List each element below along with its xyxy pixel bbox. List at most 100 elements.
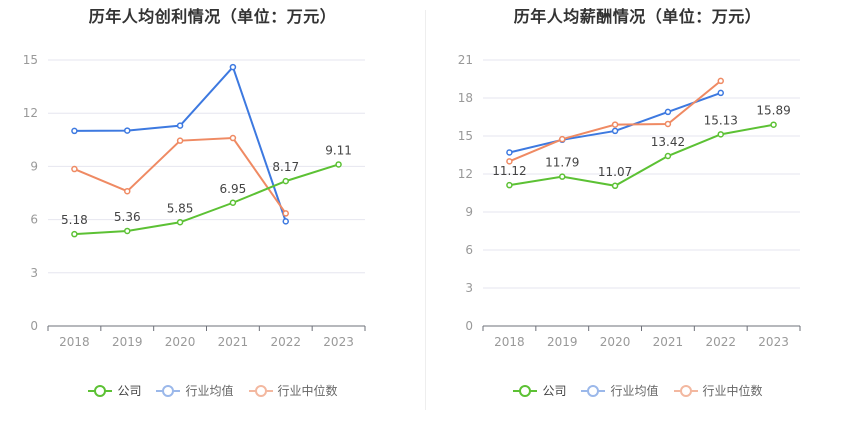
y-tick-label: 15 — [23, 53, 38, 67]
x-tick-label: 2022 — [705, 335, 736, 349]
chart-title: 历年人均薪酬情况（单位：万元） — [513, 7, 762, 26]
legend-item-industry-mean[interactable]: 行业均值 — [580, 382, 659, 399]
series-line — [74, 65, 287, 222]
legend-item-industry-median[interactable]: 行业中位数 — [673, 382, 763, 399]
y-tick-label: 6 — [465, 243, 473, 257]
x-tick-label: 2021 — [653, 335, 684, 349]
x-tick-label: 2019 — [547, 335, 578, 349]
data-label: 15.13 — [704, 113, 738, 127]
legend-item-industry-median[interactable]: 行业中位数 — [248, 382, 338, 399]
data-label: 11.07 — [598, 165, 632, 179]
y-tick-label: 12 — [23, 106, 38, 120]
data-label: 5.18 — [61, 213, 88, 227]
data-point — [176, 137, 184, 144]
data-point — [282, 177, 289, 185]
data-point — [229, 199, 237, 207]
data-label: 6.95 — [220, 182, 247, 196]
x-tick-label: 2019 — [112, 335, 143, 349]
data-point — [124, 127, 131, 134]
series-line — [509, 80, 722, 163]
data-point — [717, 89, 724, 97]
x-tick-label: 2020 — [165, 335, 196, 349]
legend-item-company[interactable]: 公司 — [87, 382, 141, 399]
data-point — [611, 182, 619, 190]
y-tick-label: 3 — [465, 281, 473, 295]
legend-company-icon — [513, 384, 538, 397]
data-point — [717, 77, 724, 85]
chart-legend: 公司 行业均值 行业中位数 — [0, 382, 425, 399]
profit-chart-panel: 历年人均创利情况（单位：万元） 0 3 6 9 12 15 2018 2019 2020 2021… — [0, 7, 425, 399]
data-point — [282, 218, 289, 225]
data-point — [611, 127, 619, 135]
data-point — [124, 227, 131, 235]
data-point — [124, 187, 131, 195]
data-point — [229, 63, 237, 71]
series-line — [509, 123, 774, 187]
data-point — [559, 173, 566, 180]
x-tick-label: 2020 — [600, 335, 631, 349]
profit-line-chart: 0 3 6 9 12 15 2018 2019 2020 2021 2022 2023 5.18 5.36… — [23, 53, 366, 349]
legend-industry-mean-icon — [156, 384, 181, 397]
data-label: 11.79 — [545, 156, 579, 170]
data-label: 13.42 — [651, 135, 685, 149]
y-tick-label: 9 — [465, 205, 473, 219]
y-tick-label: 3 — [30, 266, 38, 280]
data-point — [176, 219, 184, 226]
legend-industry-median-icon — [673, 384, 698, 397]
data-label: 5.36 — [114, 210, 141, 224]
data-label: 11.12 — [492, 164, 526, 178]
data-point — [559, 135, 566, 143]
data-point — [176, 122, 184, 129]
y-tick-label: 0 — [30, 319, 38, 333]
data-point — [717, 131, 724, 138]
y-tick-label: 6 — [30, 213, 38, 227]
legend-industry-mean-icon — [581, 384, 606, 397]
salary-chart-panel: 历年人均薪酬情况（单位：万元） 0 3 6 9 12 15 18 21 2018 2019 2020… — [425, 0, 850, 437]
chart-title: 历年人均创利情况（单位：万元） — [88, 7, 337, 26]
x-tick-label: 2021 — [218, 335, 249, 349]
salary-line-chart: 0 3 6 9 12 15 18 21 2018 2019 2020 2021 2022 2023 11.1… — [458, 53, 801, 349]
legend-label: 行业中位数 — [702, 384, 763, 398]
legend-industry-median-icon — [248, 384, 273, 397]
legend-label: 公司 — [117, 384, 142, 398]
legend-item-company[interactable]: 公司 — [512, 382, 566, 399]
chart-legend: 公司 行业均值 行业中位数 — [425, 382, 850, 399]
x-tick-label: 2018 — [59, 335, 90, 349]
data-point — [229, 134, 237, 142]
data-point — [335, 161, 342, 168]
data-point — [506, 149, 513, 156]
legend-label: 行业均值 — [185, 384, 234, 398]
data-point — [71, 230, 78, 238]
series-line — [74, 163, 339, 236]
data-point — [71, 127, 78, 135]
y-tick-label: 12 — [458, 167, 473, 181]
y-tick-label: 18 — [458, 91, 473, 105]
y-tick-label: 9 — [30, 159, 38, 173]
data-label: 9.11 — [325, 143, 352, 157]
legend-item-industry-mean[interactable]: 行业均值 — [155, 382, 234, 399]
x-tick-label: 2023 — [758, 335, 789, 349]
x-tick-label: 2022 — [270, 335, 301, 349]
data-point — [664, 152, 672, 160]
y-tick-label: 15 — [458, 129, 473, 143]
legend-label: 行业中位数 — [277, 384, 338, 398]
data-point — [71, 165, 78, 173]
legend-label: 公司 — [542, 384, 567, 398]
panel-divider — [425, 10, 426, 410]
data-point — [770, 121, 777, 128]
data-label: 5.85 — [167, 201, 194, 215]
data-point — [506, 158, 513, 165]
data-point — [611, 121, 619, 128]
data-label: 15.89 — [756, 104, 790, 118]
data-label: 8.17 — [272, 160, 299, 174]
legend-company-icon — [88, 384, 113, 397]
data-point — [664, 108, 672, 116]
legend-label: 行业均值 — [610, 384, 659, 398]
y-tick-label: 21 — [458, 53, 473, 67]
data-point — [282, 210, 289, 217]
x-tick-label: 2023 — [323, 335, 354, 349]
y-tick-label: 0 — [465, 319, 473, 333]
data-point — [506, 181, 513, 189]
x-tick-label: 2018 — [494, 335, 525, 349]
data-point — [664, 120, 672, 128]
